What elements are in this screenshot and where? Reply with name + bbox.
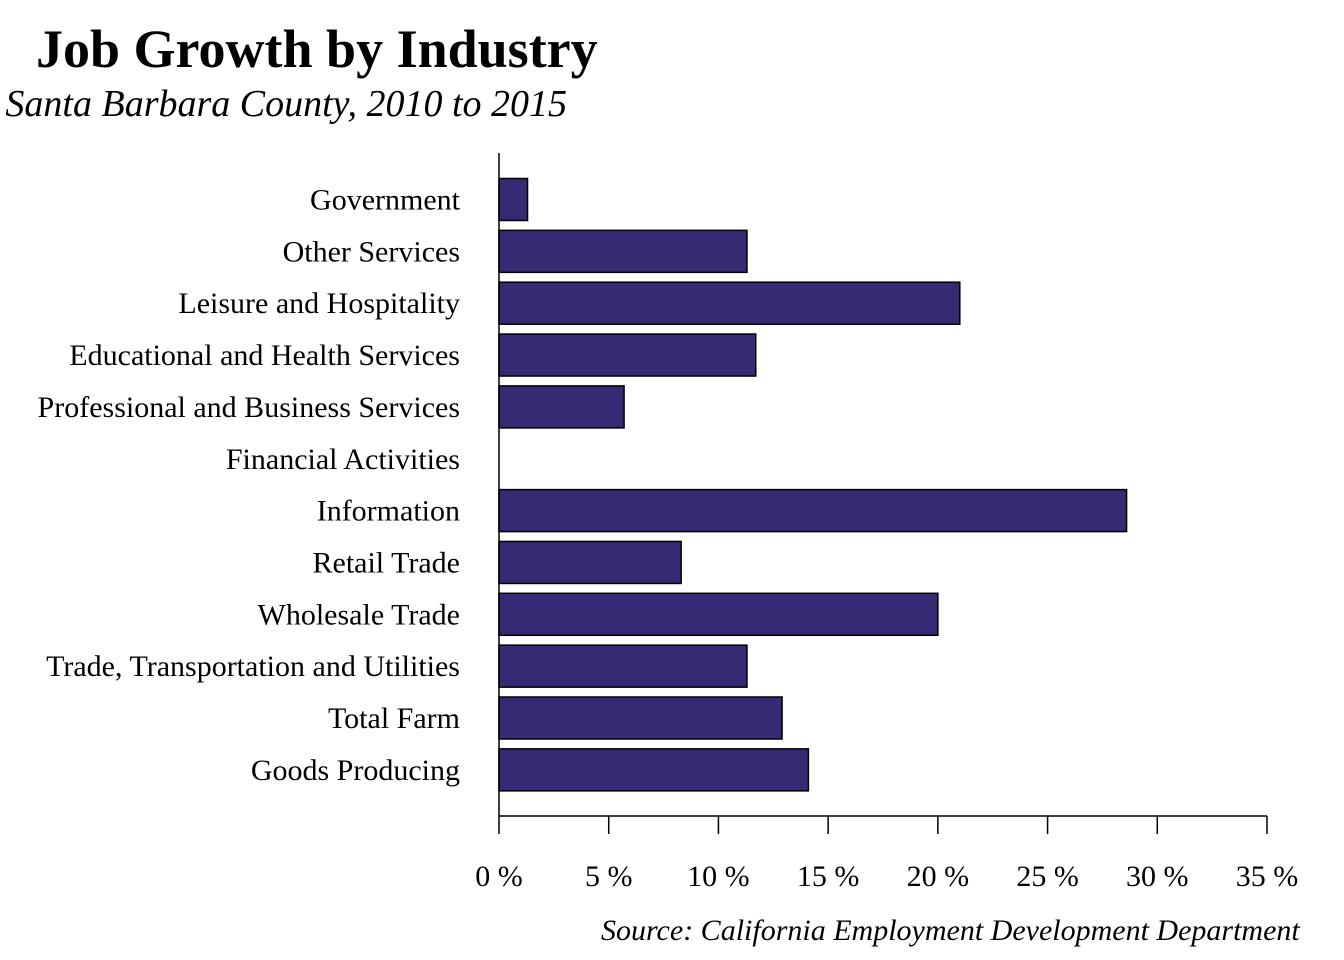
category-label: Retail Trade bbox=[313, 546, 461, 579]
x-axis-ticks: 0 % 5 % 10 % 15 % 20 % 25 % 30 % 35 % bbox=[475, 816, 1298, 893]
bar bbox=[498, 177, 529, 222]
category-label: Trade, Transportation and Utilities bbox=[46, 650, 460, 683]
bar bbox=[498, 540, 682, 585]
x-tick-label: 35 % bbox=[1236, 860, 1299, 893]
x-tick-label: 20 % bbox=[907, 860, 970, 893]
x-tick-label: 0 % bbox=[475, 860, 523, 893]
bar bbox=[498, 696, 783, 740]
category-label: Government bbox=[310, 184, 461, 217]
bar bbox=[498, 748, 810, 792]
category-label: Educational and Health Services bbox=[69, 339, 460, 372]
bar bbox=[498, 644, 748, 688]
x-tick-label: 25 % bbox=[1016, 860, 1079, 893]
x-tick-label: 5 % bbox=[585, 860, 633, 893]
bar bbox=[498, 281, 961, 325]
bar bbox=[498, 592, 939, 637]
x-tick-label: 10 % bbox=[687, 860, 750, 893]
chart-title: Job Growth by Industry bbox=[36, 19, 598, 79]
x-tick-label: 30 % bbox=[1126, 860, 1189, 893]
category-label: Other Services bbox=[283, 235, 460, 268]
bar bbox=[498, 333, 757, 377]
category-labels: Government Other Services Leisure and Hosp… bbox=[38, 184, 461, 787]
chart-source: Source: California Employment Developmen… bbox=[601, 914, 1300, 947]
bar bbox=[498, 385, 625, 429]
category-label: Total Farm bbox=[328, 702, 460, 735]
bars-group bbox=[498, 177, 1128, 792]
bar bbox=[498, 488, 1128, 533]
bar bbox=[498, 229, 748, 274]
x-tick-label: 15 % bbox=[797, 860, 860, 893]
category-label: Wholesale Trade bbox=[258, 598, 460, 631]
category-label: Leisure and Hospitality bbox=[178, 287, 460, 320]
category-label: Professional and Business Services bbox=[38, 391, 460, 424]
category-label: Financial Activities bbox=[226, 443, 460, 476]
category-label: Information bbox=[317, 495, 460, 528]
category-label: Goods Producing bbox=[251, 754, 460, 787]
chart-subtitle: Santa Barbara County, 2010 to 2015 bbox=[5, 83, 567, 125]
